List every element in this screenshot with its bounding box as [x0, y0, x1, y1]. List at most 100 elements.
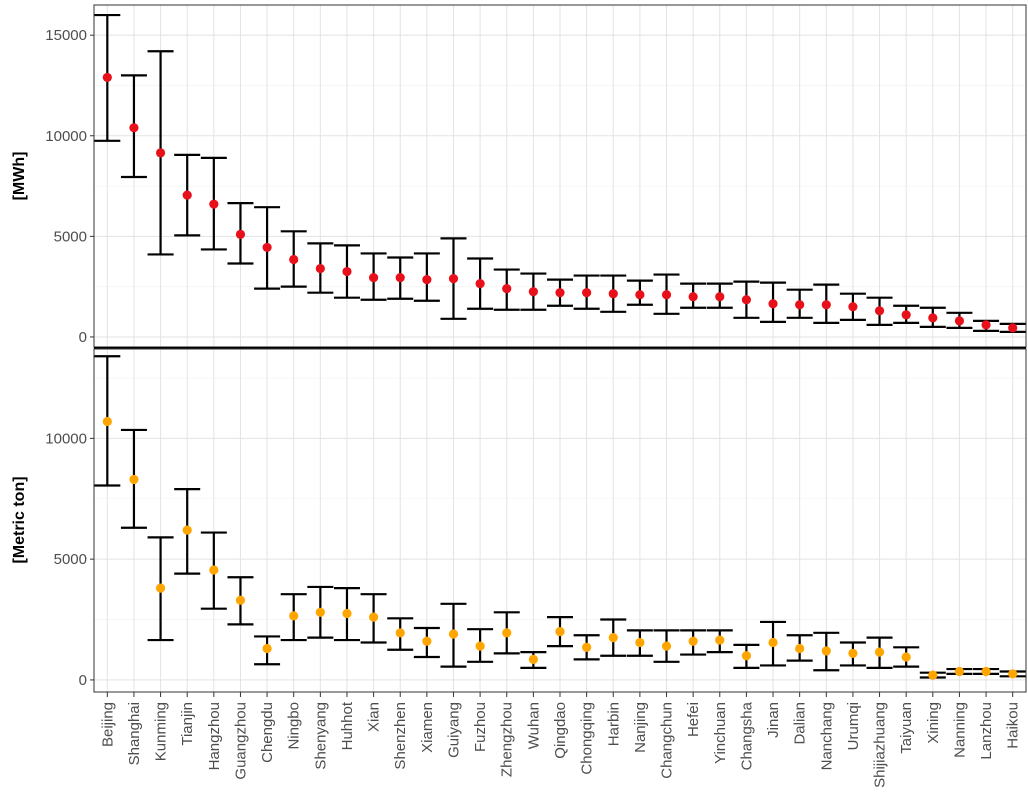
- x-tick-label: Hefei: [685, 702, 702, 737]
- x-tick-label: Lanzhou: [978, 702, 995, 760]
- x-tick-label: Jinan: [765, 702, 782, 738]
- panel-metric-ton: 0 5000 10000 [Metric ton]: [11, 348, 1027, 693]
- data-point: [448, 629, 459, 639]
- data-point: [741, 651, 752, 661]
- x-tick-label: Chongqing: [579, 702, 596, 775]
- x-tick-label: Harbin: [605, 702, 622, 746]
- data-point: [395, 272, 405, 283]
- data-point: [155, 583, 166, 593]
- data-point: [661, 641, 672, 651]
- x-tick-label: Shijiazhuang: [872, 702, 889, 788]
- data-point: [129, 474, 139, 485]
- x-tick-label: Fuzhou: [472, 702, 489, 752]
- data-point: [528, 287, 538, 297]
- y-tick-label: 15000: [45, 27, 87, 44]
- data-point: [1008, 669, 1018, 679]
- data-point: [821, 300, 831, 310]
- data-point: [315, 263, 325, 274]
- data-point: [475, 279, 485, 289]
- data-point: [795, 300, 805, 310]
- data-point: [901, 652, 911, 662]
- x-tick-label: Guiyang: [445, 702, 462, 758]
- data-point: [342, 266, 352, 277]
- data-point: [608, 633, 618, 643]
- data-point: [582, 642, 592, 652]
- data-point: [1008, 323, 1018, 333]
- data-point: [262, 643, 272, 654]
- x-tick-label: Xining: [925, 702, 942, 744]
- data-point: [528, 654, 538, 664]
- data-point: [981, 666, 991, 677]
- y-tick-label: 10000: [45, 430, 87, 447]
- data-point: [502, 284, 512, 294]
- x-tick-label: Hangzhou: [206, 702, 223, 770]
- data-point: [954, 316, 965, 326]
- data-point: [954, 666, 965, 677]
- data-point: [688, 636, 698, 646]
- x-tick-label: Ningbo: [286, 702, 303, 750]
- panel-mwh: 0 5000 10000 15000 [MWh]: [11, 4, 1027, 350]
- data-point: [768, 637, 778, 648]
- data-point: [874, 647, 885, 657]
- x-tick-label: Taiyuan: [898, 702, 915, 754]
- data-point: [608, 289, 618, 299]
- data-point: [155, 148, 166, 158]
- x-tick-label: Dalian: [792, 702, 809, 745]
- data-point: [928, 670, 938, 680]
- x-tick-label: Shenyang: [312, 702, 329, 770]
- x-axis: Beijing Shanghai Kunming Tianjin Hangzhou Gua…: [99, 692, 1022, 788]
- x-tick-label: Chengdu: [259, 702, 276, 763]
- x-tick-label: Nanjing: [632, 702, 649, 753]
- x-tick-label: Guangzhou: [232, 702, 249, 780]
- data-point: [741, 295, 752, 305]
- x-tick-label: Wuhan: [525, 702, 542, 749]
- data-point: [635, 290, 645, 300]
- x-tick-label: Changsha: [738, 701, 755, 770]
- data-point: [555, 627, 565, 637]
- data-point: [369, 612, 379, 622]
- y-axis-title: [MWh]: [11, 152, 28, 201]
- x-tick-label: Zhengzhou: [499, 702, 516, 777]
- x-tick-label: Yinchuan: [712, 702, 729, 764]
- data-point: [235, 229, 246, 239]
- y-axis-title: [Metric ton]: [11, 476, 28, 563]
- data-point: [182, 190, 192, 200]
- y-tick-label: 5000: [54, 228, 87, 245]
- x-tick-label: Xian: [366, 702, 383, 732]
- data-point: [395, 628, 405, 638]
- data-point: [342, 608, 352, 619]
- data-point: [928, 313, 938, 323]
- data-point: [289, 611, 299, 621]
- x-tick-label: Nanchang: [818, 702, 835, 770]
- data-point: [209, 565, 219, 575]
- data-point: [102, 72, 112, 83]
- y-tick-label: 0: [79, 329, 87, 346]
- data-point: [315, 607, 325, 617]
- x-tick-label: Kunming: [153, 702, 170, 761]
- x-tick-label: Shenzhen: [392, 702, 409, 770]
- y-tick-label: 0: [79, 672, 87, 689]
- y-tick-label: 10000: [45, 128, 87, 145]
- data-point: [661, 290, 672, 300]
- data-point: [821, 646, 831, 656]
- data-point: [795, 643, 805, 654]
- x-tick-label: Huhhot: [339, 701, 356, 750]
- data-point: [262, 242, 272, 253]
- data-point: [502, 628, 512, 638]
- data-point: [555, 288, 565, 298]
- data-point: [848, 302, 858, 312]
- data-point: [129, 123, 139, 133]
- data-point: [874, 306, 885, 316]
- data-point: [448, 274, 459, 284]
- data-point: [901, 310, 911, 320]
- y-tick-label: 5000: [54, 551, 87, 568]
- x-tick-label: Qingdao: [552, 702, 569, 759]
- data-point: [422, 275, 432, 285]
- x-tick-label: Beijing: [99, 702, 116, 747]
- x-tick-label: Xiamen: [419, 702, 436, 753]
- data-point: [688, 292, 698, 302]
- x-tick-label: Shanghai: [126, 702, 143, 765]
- data-point: [715, 292, 725, 302]
- data-point: [848, 648, 858, 658]
